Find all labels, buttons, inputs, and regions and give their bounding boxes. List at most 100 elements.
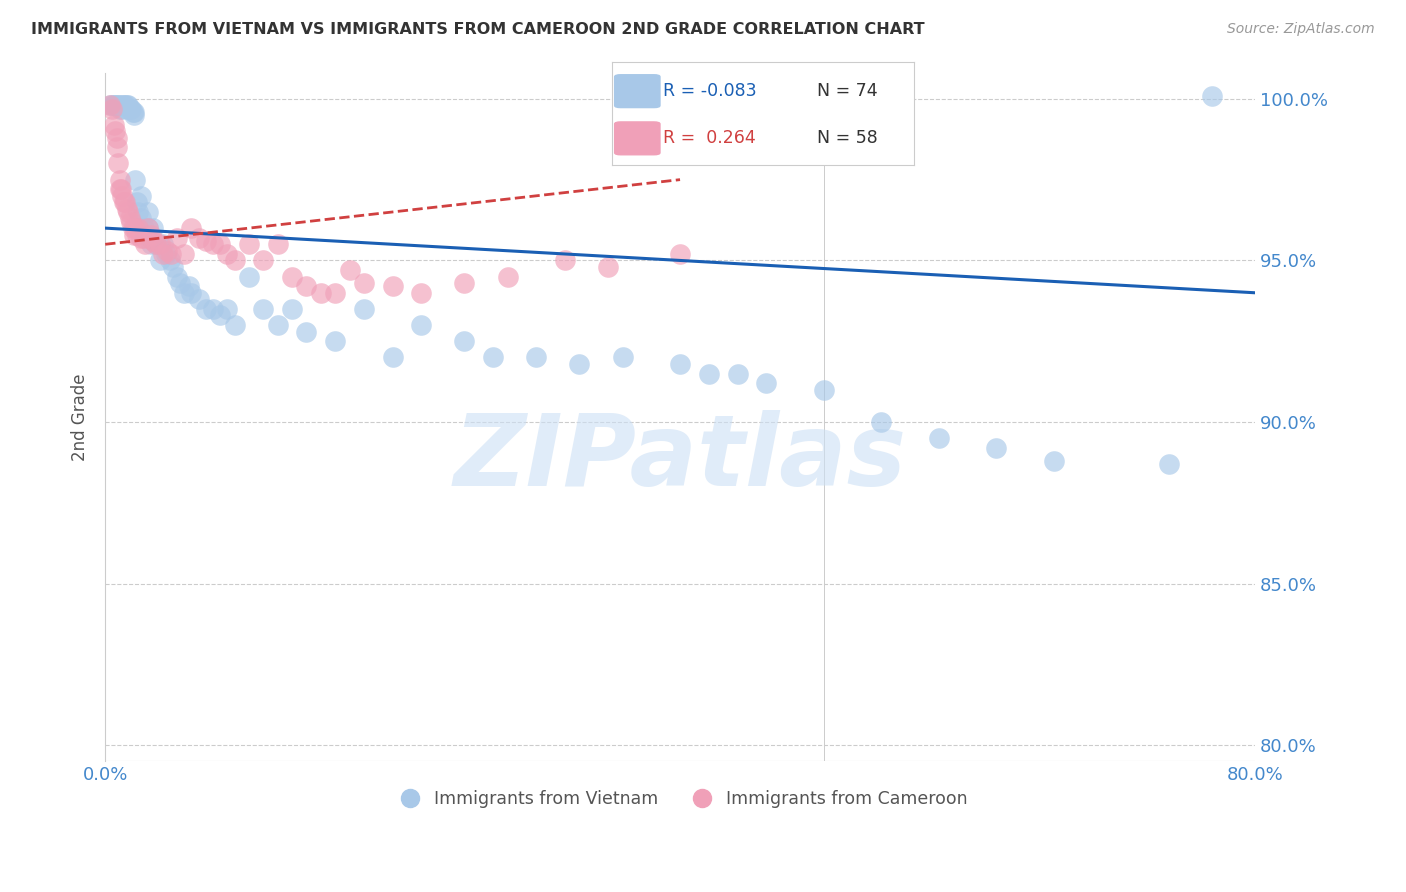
Point [1157,457,1180,471]
Point [129,189,152,203]
Text: R = -0.083: R = -0.083 [664,82,756,100]
Point [129,211,152,226]
Point [309,285,332,300]
Point [120,102,142,116]
Point [813,383,835,397]
Point [111,98,134,112]
Point [173,247,195,261]
Point [136,221,159,235]
Point [453,334,475,349]
Point [180,221,202,235]
Point [252,301,274,316]
Point [986,441,1008,455]
Point [755,376,778,391]
Point [112,98,135,112]
Point [103,118,125,132]
Point [121,104,143,119]
Point [105,98,128,112]
Point [266,318,288,332]
Point [266,237,288,252]
Text: N = 58: N = 58 [817,129,877,147]
Point [295,325,318,339]
Text: IMMIGRANTS FROM VIETNAM VS IMMIGRANTS FROM CAMEROON 2ND GRADE CORRELATION CHART: IMMIGRANTS FROM VIETNAM VS IMMIGRANTS FR… [31,22,925,37]
Point [281,301,304,316]
Point [114,195,136,210]
Point [148,237,170,252]
Point [554,253,576,268]
Point [124,221,146,235]
Point [162,260,184,274]
Point [598,260,620,274]
Point [568,357,591,371]
Text: R =  0.264: R = 0.264 [664,129,756,147]
Point [166,269,188,284]
Point [115,98,138,112]
Point [381,351,404,365]
Point [141,237,163,252]
Point [125,195,148,210]
Point [132,221,155,235]
Point [134,227,156,242]
Point [224,318,246,332]
Point [103,98,125,112]
Point [136,221,159,235]
Point [145,237,167,252]
Point [180,285,202,300]
Point [928,431,950,445]
Point [108,182,131,196]
Text: ZIPatlas: ZIPatlas [454,410,907,507]
Point [496,269,519,284]
Point [110,182,132,196]
Point [381,279,404,293]
Point [411,318,433,332]
Point [323,334,346,349]
Point [339,263,361,277]
Text: N = 74: N = 74 [817,82,877,100]
Point [173,285,195,300]
Point [194,301,217,316]
Point [120,214,142,228]
Point [145,237,167,252]
Y-axis label: 2nd Grade: 2nd Grade [72,374,89,461]
Point [124,172,146,186]
Point [238,237,260,252]
FancyBboxPatch shape [614,122,659,155]
Point [201,301,224,316]
Point [111,189,134,203]
Point [136,205,159,219]
Point [149,253,172,268]
Point [108,98,131,112]
Point [108,172,131,186]
Point [160,247,183,261]
Point [101,102,124,116]
Point [127,221,149,235]
Point [121,221,143,235]
Point [209,237,232,252]
Point [149,237,172,252]
Point [112,195,135,210]
Point [411,285,433,300]
Point [697,367,720,381]
Point [1201,88,1223,103]
Point [125,227,148,242]
Point [152,237,174,252]
Point [159,253,181,268]
Point [129,231,152,245]
Point [323,285,346,300]
Point [281,269,304,284]
Point [98,98,121,112]
Point [105,140,128,154]
Legend: Immigrants from Vietnam, Immigrants from Cameroon: Immigrants from Vietnam, Immigrants from… [385,783,974,814]
Point [118,211,141,226]
Point [155,247,177,261]
Point [201,237,224,252]
Point [122,108,145,122]
Point [114,98,136,112]
Point [107,98,129,112]
Point [238,269,260,284]
Point [132,231,155,245]
Point [117,205,139,219]
Point [115,202,138,216]
Point [217,247,239,261]
Text: Source: ZipAtlas.com: Source: ZipAtlas.com [1227,22,1375,37]
